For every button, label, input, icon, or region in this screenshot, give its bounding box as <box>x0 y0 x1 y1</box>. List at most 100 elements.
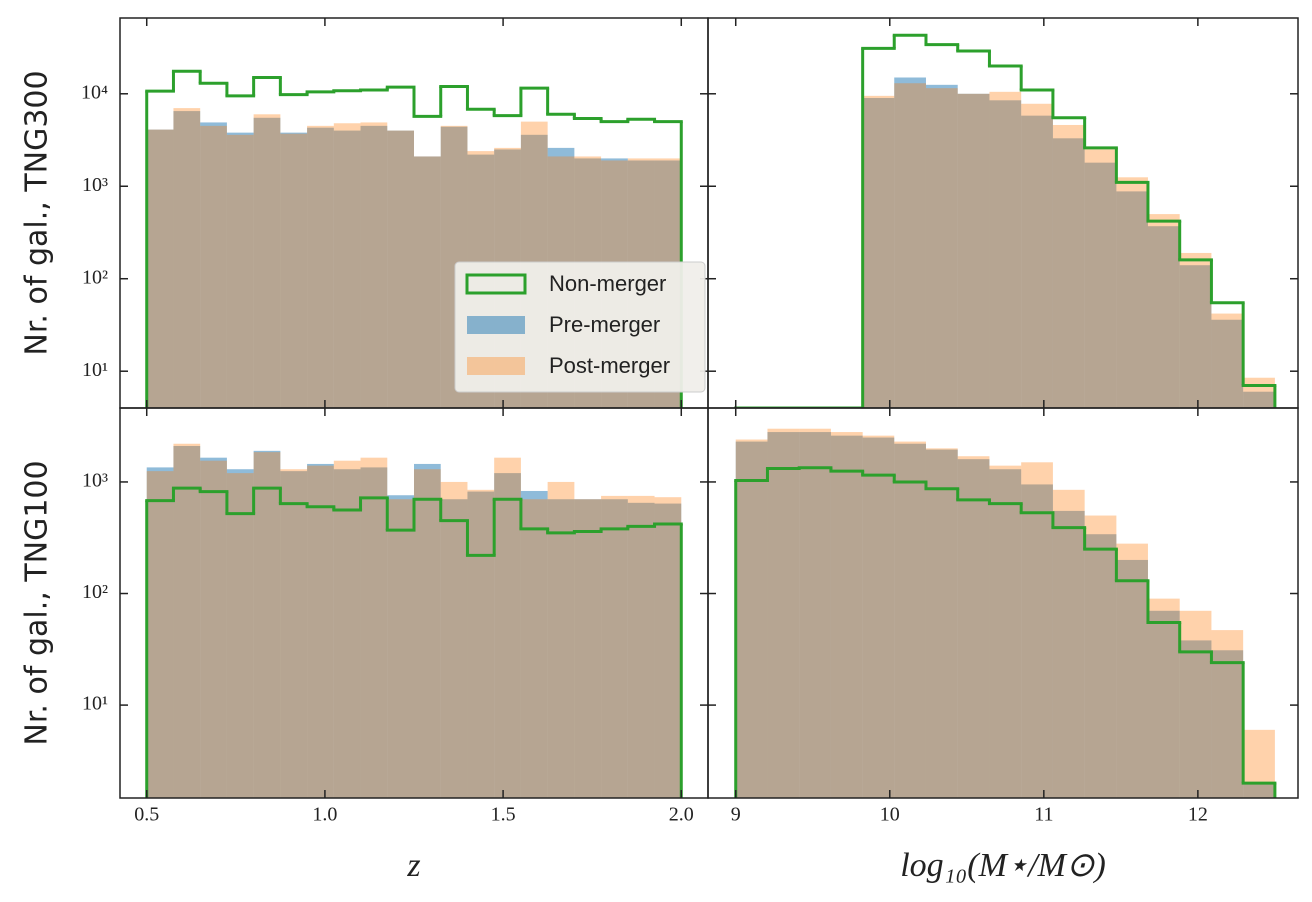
plot-area <box>734 33 1277 408</box>
bar <box>280 469 308 798</box>
x-tick-label: 0.5 <box>134 804 159 826</box>
bar <box>1021 484 1053 798</box>
bar <box>1243 783 1275 798</box>
bar <box>957 93 990 408</box>
bar <box>226 132 254 408</box>
bar <box>333 460 361 798</box>
bar <box>957 93 990 408</box>
bar <box>574 499 602 798</box>
y-tick-label: 10³ <box>82 470 108 492</box>
bar <box>894 77 926 408</box>
bar <box>253 114 281 408</box>
x-tick-label: 12 <box>1188 804 1208 826</box>
bar <box>957 459 990 798</box>
bar <box>146 129 174 408</box>
bar <box>925 84 958 408</box>
bar <box>1179 252 1212 408</box>
bar <box>414 469 441 798</box>
bar <box>200 125 227 408</box>
bar <box>1116 559 1148 798</box>
bar <box>894 441 926 798</box>
bar <box>767 432 800 798</box>
legend-label: Pre-merger <box>549 312 660 337</box>
bar <box>253 452 281 798</box>
bar <box>387 130 414 408</box>
bar <box>494 473 521 798</box>
bar <box>1116 177 1148 408</box>
bar <box>307 127 334 408</box>
bar <box>494 457 521 798</box>
bar <box>414 463 441 798</box>
bar <box>146 471 174 798</box>
bar <box>925 448 958 798</box>
bar <box>307 125 334 408</box>
x-tick-label: 9 <box>731 804 741 826</box>
bar <box>1052 510 1085 798</box>
bar <box>1211 630 1244 798</box>
panel: 9 10 11 12 log₁₀(M⋆/M⊙) <box>707 407 1299 884</box>
bar <box>830 435 863 798</box>
bar <box>173 111 201 408</box>
y-axis-label: Nr. of gal., TNG300 <box>20 70 55 355</box>
bar <box>767 428 800 798</box>
bar <box>1243 729 1275 798</box>
bar <box>1116 191 1148 408</box>
bar <box>1211 319 1244 408</box>
plot-area <box>734 428 1277 798</box>
bar <box>1179 610 1212 798</box>
bar <box>414 156 441 408</box>
bar <box>226 473 254 798</box>
x-tick-label: 11 <box>1034 804 1053 826</box>
panel: 10¹ 10² 10³ 0.5 1.0 1.5 2.0 Nr. of gal., TNG100… <box>20 407 709 884</box>
bar <box>414 156 441 408</box>
panel <box>707 17 1299 409</box>
panel: 10¹ 10² 10³ 10⁴ Nr. of gal., TNG300 Non-merge… <box>20 17 709 409</box>
bar <box>735 441 768 798</box>
bar <box>989 465 1022 798</box>
bar <box>1021 115 1053 408</box>
bar <box>200 122 227 408</box>
bar <box>1052 138 1085 408</box>
legend-label: Non-merger <box>549 271 666 296</box>
bar <box>1052 489 1085 798</box>
legend-label: Post-merger <box>549 353 670 378</box>
bar <box>387 495 414 798</box>
panel-frame <box>707 407 1299 799</box>
bar <box>173 108 201 408</box>
y-tick-label: 10² <box>82 266 108 288</box>
bar <box>735 439 768 798</box>
bar <box>173 443 201 798</box>
bar <box>862 435 895 798</box>
legend-swatch <box>467 316 525 334</box>
legend-swatch <box>467 357 525 375</box>
x-axis-label: z <box>406 847 420 884</box>
bar <box>360 125 388 408</box>
bar <box>1243 391 1275 408</box>
bar <box>520 490 548 798</box>
bar <box>333 123 361 408</box>
bar <box>862 98 895 408</box>
bar <box>226 134 254 408</box>
bar <box>627 495 655 798</box>
bar <box>146 467 174 798</box>
bar <box>1084 162 1117 408</box>
bar <box>1052 124 1085 408</box>
bar <box>1021 103 1053 408</box>
bar <box>862 437 895 798</box>
bar <box>894 83 926 408</box>
bar <box>467 489 495 798</box>
bar <box>1179 640 1212 798</box>
bar <box>654 497 682 798</box>
bar <box>226 469 254 798</box>
bar <box>799 428 831 798</box>
bar <box>925 449 958 798</box>
bar <box>253 117 281 408</box>
bar <box>574 499 602 798</box>
bar <box>1147 598 1180 798</box>
bar <box>1211 650 1244 798</box>
bar <box>1147 226 1180 408</box>
bar <box>173 445 201 798</box>
bar <box>989 91 1022 408</box>
bar <box>830 432 863 798</box>
